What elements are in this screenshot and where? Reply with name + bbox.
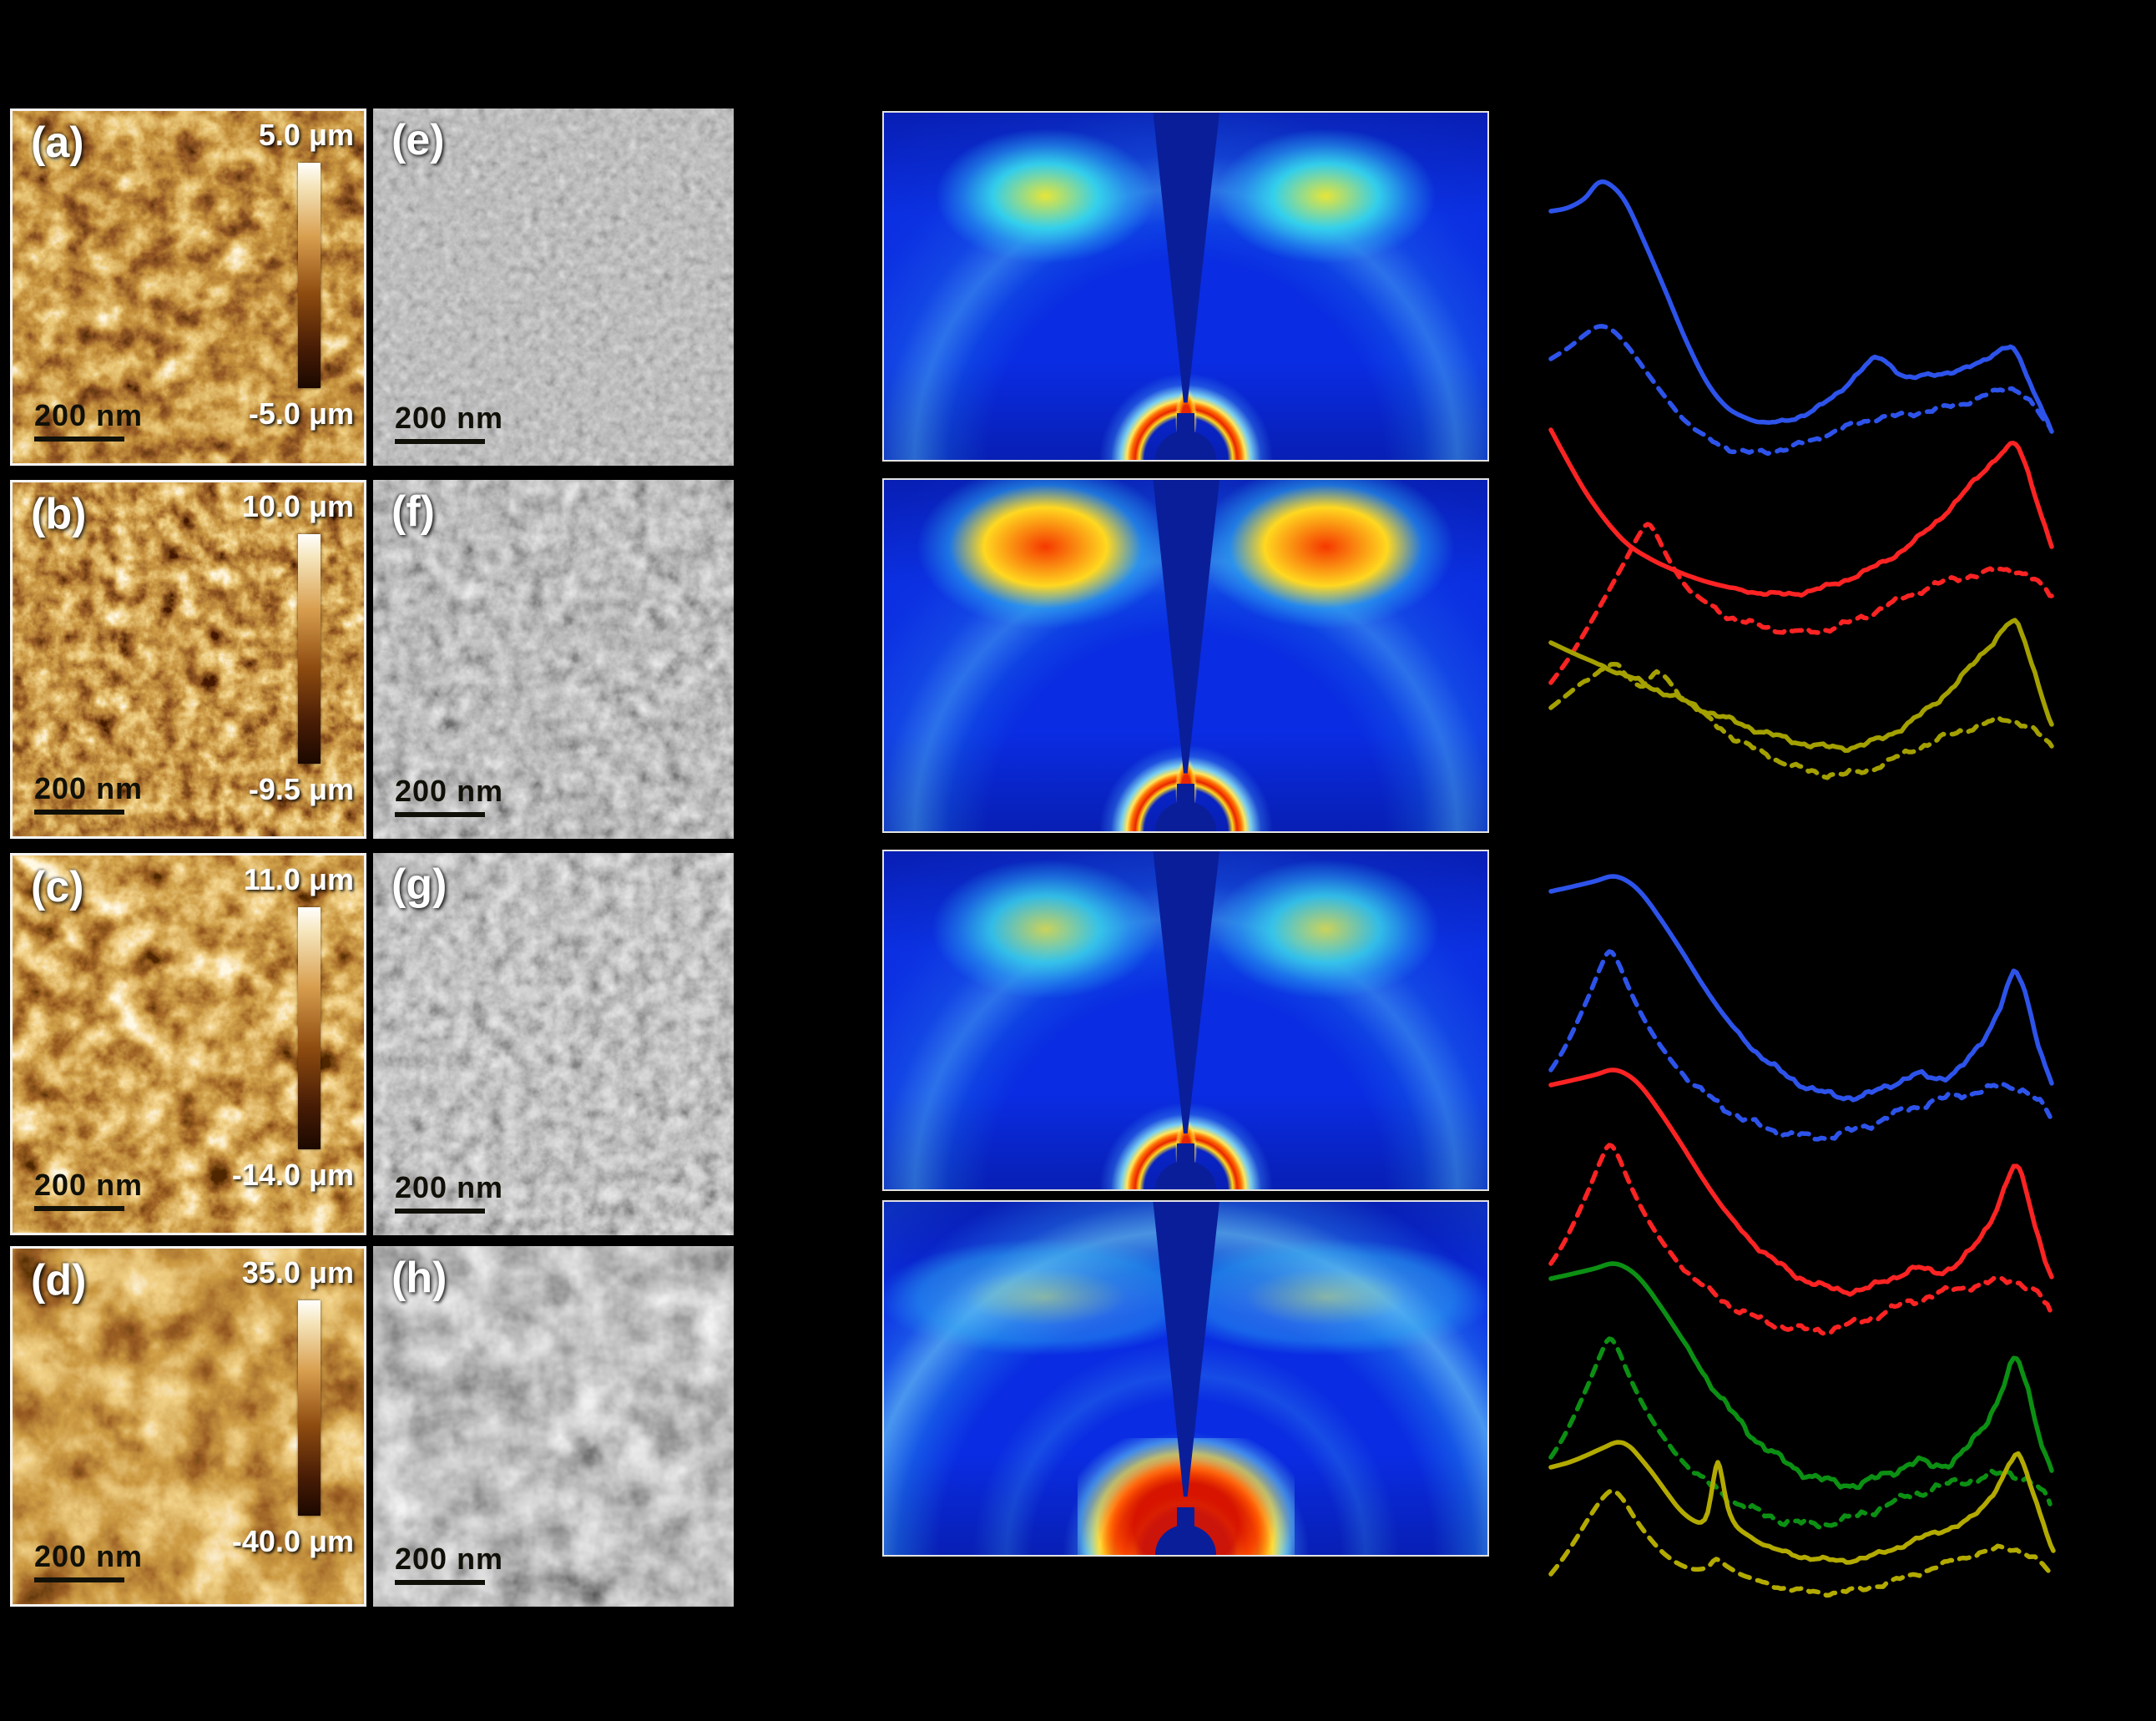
profile-group-bottom-blue-solid <box>1548 874 2054 1103</box>
giwaxs-panel-1 <box>882 111 1489 462</box>
tem-panel-g: (g) 200 nm <box>373 853 734 1235</box>
colorbar-a <box>298 163 321 388</box>
colorbar-min-label-a: -5.0 μm <box>248 396 354 431</box>
profile-group-top-olive-dashed <box>1548 662 2054 780</box>
scalebar-f: 200 nm <box>395 774 503 817</box>
profile-group-top-olive-solid <box>1548 618 2054 754</box>
giwaxs-panel-2 <box>882 478 1489 833</box>
profile-group-bottom-green-dashed <box>1548 1336 2052 1531</box>
colorbar-b <box>298 534 321 764</box>
scalebar-line-e <box>395 439 485 444</box>
panel-letter-f: (f) <box>391 487 435 536</box>
afm-panel-c: (c) 11.0 μm -14.0 μm 200 nm <box>10 853 366 1235</box>
scalebar-label-f: 200 nm <box>395 774 504 808</box>
tem-texture-e <box>373 109 734 466</box>
afm-panel-b: (b) 10.0 μm -9.5 μm 200 nm <box>10 480 366 839</box>
profile-group-bottom-blue-dashed <box>1548 949 2052 1142</box>
colorbar-min-label-c: -14.0 μm <box>231 1158 354 1192</box>
colorbar-d <box>298 1300 321 1516</box>
colorbar-min-label-d: -40.0 μm <box>231 1524 354 1558</box>
tem-texture-g <box>373 853 734 1235</box>
tem-texture-h <box>373 1246 734 1607</box>
scalebar-label-b: 200 nm <box>34 771 144 805</box>
tem-panel-h: (h) 200 nm <box>373 1246 734 1607</box>
profile-group-bottom-olive-dashed <box>1548 1488 2051 1598</box>
scalebar-label-h: 200 nm <box>395 1542 504 1576</box>
scalebar-label-e: 200 nm <box>395 401 504 435</box>
panel-letter-e: (e) <box>391 116 445 164</box>
scalebar-label-d: 200 nm <box>34 1539 144 1573</box>
profile-group-bottom-red-dashed <box>1548 1143 2052 1336</box>
panel-letter-h: (h) <box>391 1254 447 1302</box>
panel-letter-d: (d) <box>31 1256 87 1305</box>
colorbar-c <box>298 907 321 1149</box>
profile-group-bottom-olive-solid <box>1548 1440 2056 1565</box>
tem-panel-e: (e) 200 nm <box>373 109 734 466</box>
colorbar-max-label-a: 5.0 μm <box>258 118 354 152</box>
scalebar-e: 200 nm <box>395 401 503 444</box>
profiles-svg <box>1548 179 2056 1598</box>
scalebar-line-a <box>34 437 124 442</box>
scalebar-label-a: 200 nm <box>34 398 144 432</box>
giwaxs-panel-4 <box>882 1200 1489 1557</box>
scalebar-line-f <box>395 812 485 817</box>
scalebar-h: 200 nm <box>395 1542 503 1585</box>
tem-texture-f <box>373 480 734 839</box>
profile-group-bottom-green-solid <box>1548 1261 2054 1490</box>
colorbar-min-label-b: -9.5 μm <box>248 772 354 806</box>
profile-group-bottom-red-solid <box>1548 1067 2054 1297</box>
colorbar-max-label-c: 11.0 μm <box>243 862 354 896</box>
scalebar-c: 200 nm <box>34 1168 143 1211</box>
scalebar-label-c: 200 nm <box>34 1168 144 1202</box>
panel-letter-b: (b) <box>31 490 87 538</box>
panel-letter-c: (c) <box>31 863 84 911</box>
scalebar-line-c <box>34 1206 124 1211</box>
panel-letter-a: (a) <box>31 119 84 167</box>
colorbar-max-label-b: 10.0 μm <box>241 489 354 523</box>
panel-letter-g: (g) <box>391 860 447 909</box>
profile-group-top-blue-solid <box>1548 179 2052 430</box>
giwaxs-panel-3 <box>882 850 1489 1191</box>
scalebar-line-h <box>395 1580 485 1585</box>
scalebar-d: 200 nm <box>34 1539 143 1582</box>
scalebar-a: 200 nm <box>34 398 143 442</box>
tem-panel-f: (f) 200 nm <box>373 480 734 839</box>
profile-group-top-red-solid <box>1548 427 2054 598</box>
scalebar-line-b <box>34 810 124 815</box>
afm-panel-d: (d) 35.0 μm -40.0 μm 200 nm <box>10 1246 366 1607</box>
scalebar-g: 200 nm <box>395 1170 503 1214</box>
profile-group-top-blue-dashed <box>1548 324 2054 457</box>
scalebar-line-d <box>34 1577 124 1582</box>
afm-panel-a: (a) 5.0 μm -5.0 μm 200 nm <box>10 109 366 466</box>
colorbar-max-label-d: 35.0 μm <box>241 1255 354 1289</box>
profile-group-top-red-dashed <box>1548 522 2054 685</box>
scalebar-label-g: 200 nm <box>395 1170 504 1204</box>
scalebar-line-g <box>395 1209 485 1214</box>
scalebar-b: 200 nm <box>34 771 143 815</box>
